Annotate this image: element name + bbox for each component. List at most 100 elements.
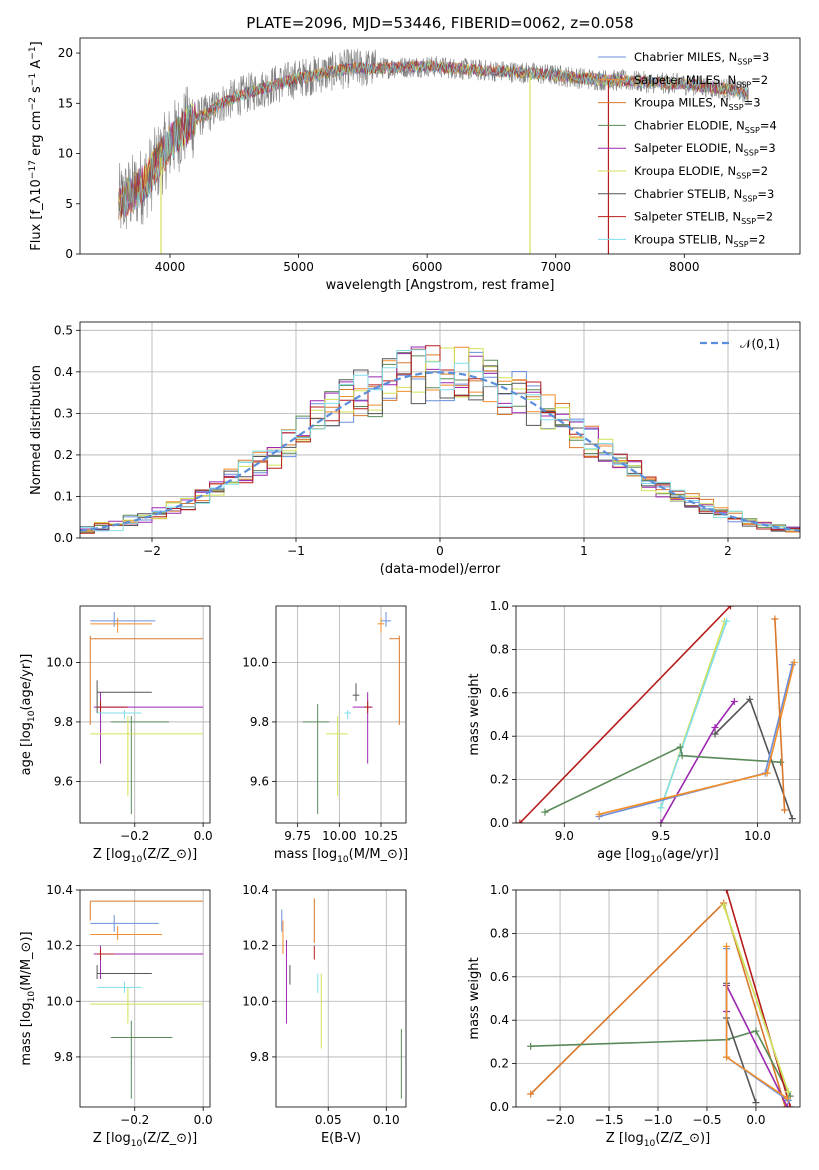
weight-marker (784, 1088, 792, 1096)
data-point-5 (90, 715, 204, 797)
x-tick-label: 0.0 (746, 1113, 765, 1127)
y-tick-label: 0 (65, 247, 73, 261)
x-tick-label: −1.5 (594, 1113, 623, 1127)
y-axis-label: age [log10(age/yr)] (19, 654, 37, 776)
plot-area (80, 322, 800, 538)
weight-marker (657, 819, 665, 823)
x-tick-label: 2 (724, 544, 732, 558)
weight-marker (752, 1099, 760, 1107)
x-axis-label: Z [log10(Z/Z_⊙)] (606, 1131, 710, 1149)
x-axis-label: age [log10(age/yr)] (597, 847, 719, 865)
weight-marker (783, 1094, 791, 1102)
y-tick-label: 9.8 (250, 715, 269, 729)
weight-line-6 (725, 983, 757, 1103)
data-point-7 (97, 701, 128, 714)
y-tick-label: 5 (65, 197, 73, 211)
x-tick-label: 4000 (155, 260, 186, 274)
weight-marker (527, 1042, 535, 1050)
y-tick-label: 0.0 (490, 1100, 509, 1114)
data-point-1 (90, 617, 152, 633)
legend-label: Salpeter MILES, NSSP=2 (634, 73, 768, 89)
data-point-8 (344, 710, 351, 719)
legend-label: Chabrier STELIB, NSSP=3 (634, 187, 774, 203)
x-axis-label: Z [log10(Z/Z_⊙)] (93, 1131, 197, 1149)
legend-label: Kroupa STELIB, NSSP=2 (634, 232, 766, 248)
x-tick-label: 0.0 (194, 829, 213, 843)
y-tick-label: 0.1 (54, 489, 73, 503)
data-point-4 (93, 692, 204, 764)
weight-marker (723, 1053, 731, 1061)
y-tick-label: 9.6 (250, 774, 269, 788)
panel-weight_vs_Z: −2.0 −1.5 −1.0 −0.5 0.0 0.0 0.2 0.4 0.6 0.8 1.0 Z [… (467, 883, 801, 1149)
x-tick-label: 5000 (283, 260, 314, 274)
data-point-0 (90, 611, 156, 627)
data-point-0 (381, 611, 391, 627)
axes-frame (79, 321, 801, 539)
weight-line-4 (660, 701, 735, 823)
y-tick-label: 9.8 (250, 1050, 269, 1064)
axes-frame (515, 605, 801, 824)
weight-line-3 (530, 1030, 791, 1097)
y-tick-label: 0.0 (54, 531, 73, 545)
residual-histogram (80, 345, 800, 534)
weight-marker (595, 810, 603, 818)
y-tick-label: 10.0 (46, 655, 73, 669)
x-tick-label: 0.0 (194, 1113, 213, 1127)
y-tick-label: 15 (58, 96, 73, 110)
axes-frame (275, 889, 407, 1108)
x-axis-label: mass [log10(M/M_⊙)] (274, 847, 408, 865)
plot-area (516, 606, 800, 823)
x-tick-label: 9.75 (284, 829, 311, 843)
residual-histogram (80, 349, 800, 532)
grid (80, 890, 210, 1107)
y-tick-label: 9.6 (54, 774, 73, 788)
plot-area (80, 606, 210, 823)
y-tick-label: 0.4 (54, 365, 73, 379)
model-spectrum-line (118, 60, 749, 220)
y-tick-label: 1.0 (490, 883, 509, 897)
grid (276, 890, 406, 1107)
data-point-2 (389, 635, 400, 725)
legend-label: Kroupa MILES, NSSP=3 (634, 96, 761, 112)
y-tick-label: 20 (58, 46, 73, 60)
x-axis-label: Z [log10(Z/Z_⊙)] (93, 847, 197, 865)
y-axis-label: mass weight (467, 673, 482, 755)
panel-weight_vs_age: 9.0 9.5 10.0 0.0 0.2 0.4 0.6 0.8 1.0 age [log10(a… (467, 599, 801, 865)
y-tick-label: 10.4 (242, 883, 269, 897)
y-axis-label: Normed distribution (29, 365, 44, 495)
data-point-2 (89, 635, 204, 725)
y-tick-label: 0.5 (54, 323, 73, 337)
data-point-7 (97, 948, 115, 960)
model-spectrum-line (118, 59, 749, 217)
legend-label: Kroupa ELODIE, NSSP=2 (634, 164, 768, 180)
ticks: 4000 5000 6000 7000 8000 0 5 10 15 20 (58, 46, 700, 274)
legend-label: Chabrier MILES, NSSP=3 (634, 50, 769, 66)
y-tick-label: 9.8 (54, 715, 73, 729)
x-tick-label: −1 (287, 544, 305, 558)
data-point-6 (96, 680, 152, 714)
data-point-0 (90, 915, 159, 932)
ticks: −0.2 0.0 9.8 10.0 10.2 10.4 (46, 883, 212, 1127)
x-tick-label: 10.25 (364, 829, 398, 843)
data-point-4 (352, 692, 373, 764)
y-tick-label: 10.2 (46, 939, 73, 953)
weight-line-7 (725, 890, 791, 1107)
axes-frame (79, 889, 211, 1108)
weight-marker (541, 808, 549, 816)
data-point-6 (352, 683, 360, 702)
y-tick-label: 0.8 (490, 926, 509, 940)
weight-marker (726, 606, 734, 610)
weight-line-7 (519, 606, 731, 823)
data-point-3 (110, 715, 169, 815)
weight-line-1 (725, 946, 788, 1099)
data-point-8 (97, 981, 142, 993)
x-tick-label: 6000 (412, 260, 443, 274)
weight-line-3 (544, 745, 781, 813)
y-tick-label: 10.0 (46, 994, 73, 1008)
legend-label: 𝒩(0,1) (740, 337, 780, 351)
weight-marker (786, 1103, 794, 1107)
weight-marker (790, 658, 798, 666)
y-tick-label: 0.4 (490, 1013, 509, 1027)
y-tick-label: 0.6 (490, 686, 509, 700)
weight-marker (723, 890, 731, 894)
